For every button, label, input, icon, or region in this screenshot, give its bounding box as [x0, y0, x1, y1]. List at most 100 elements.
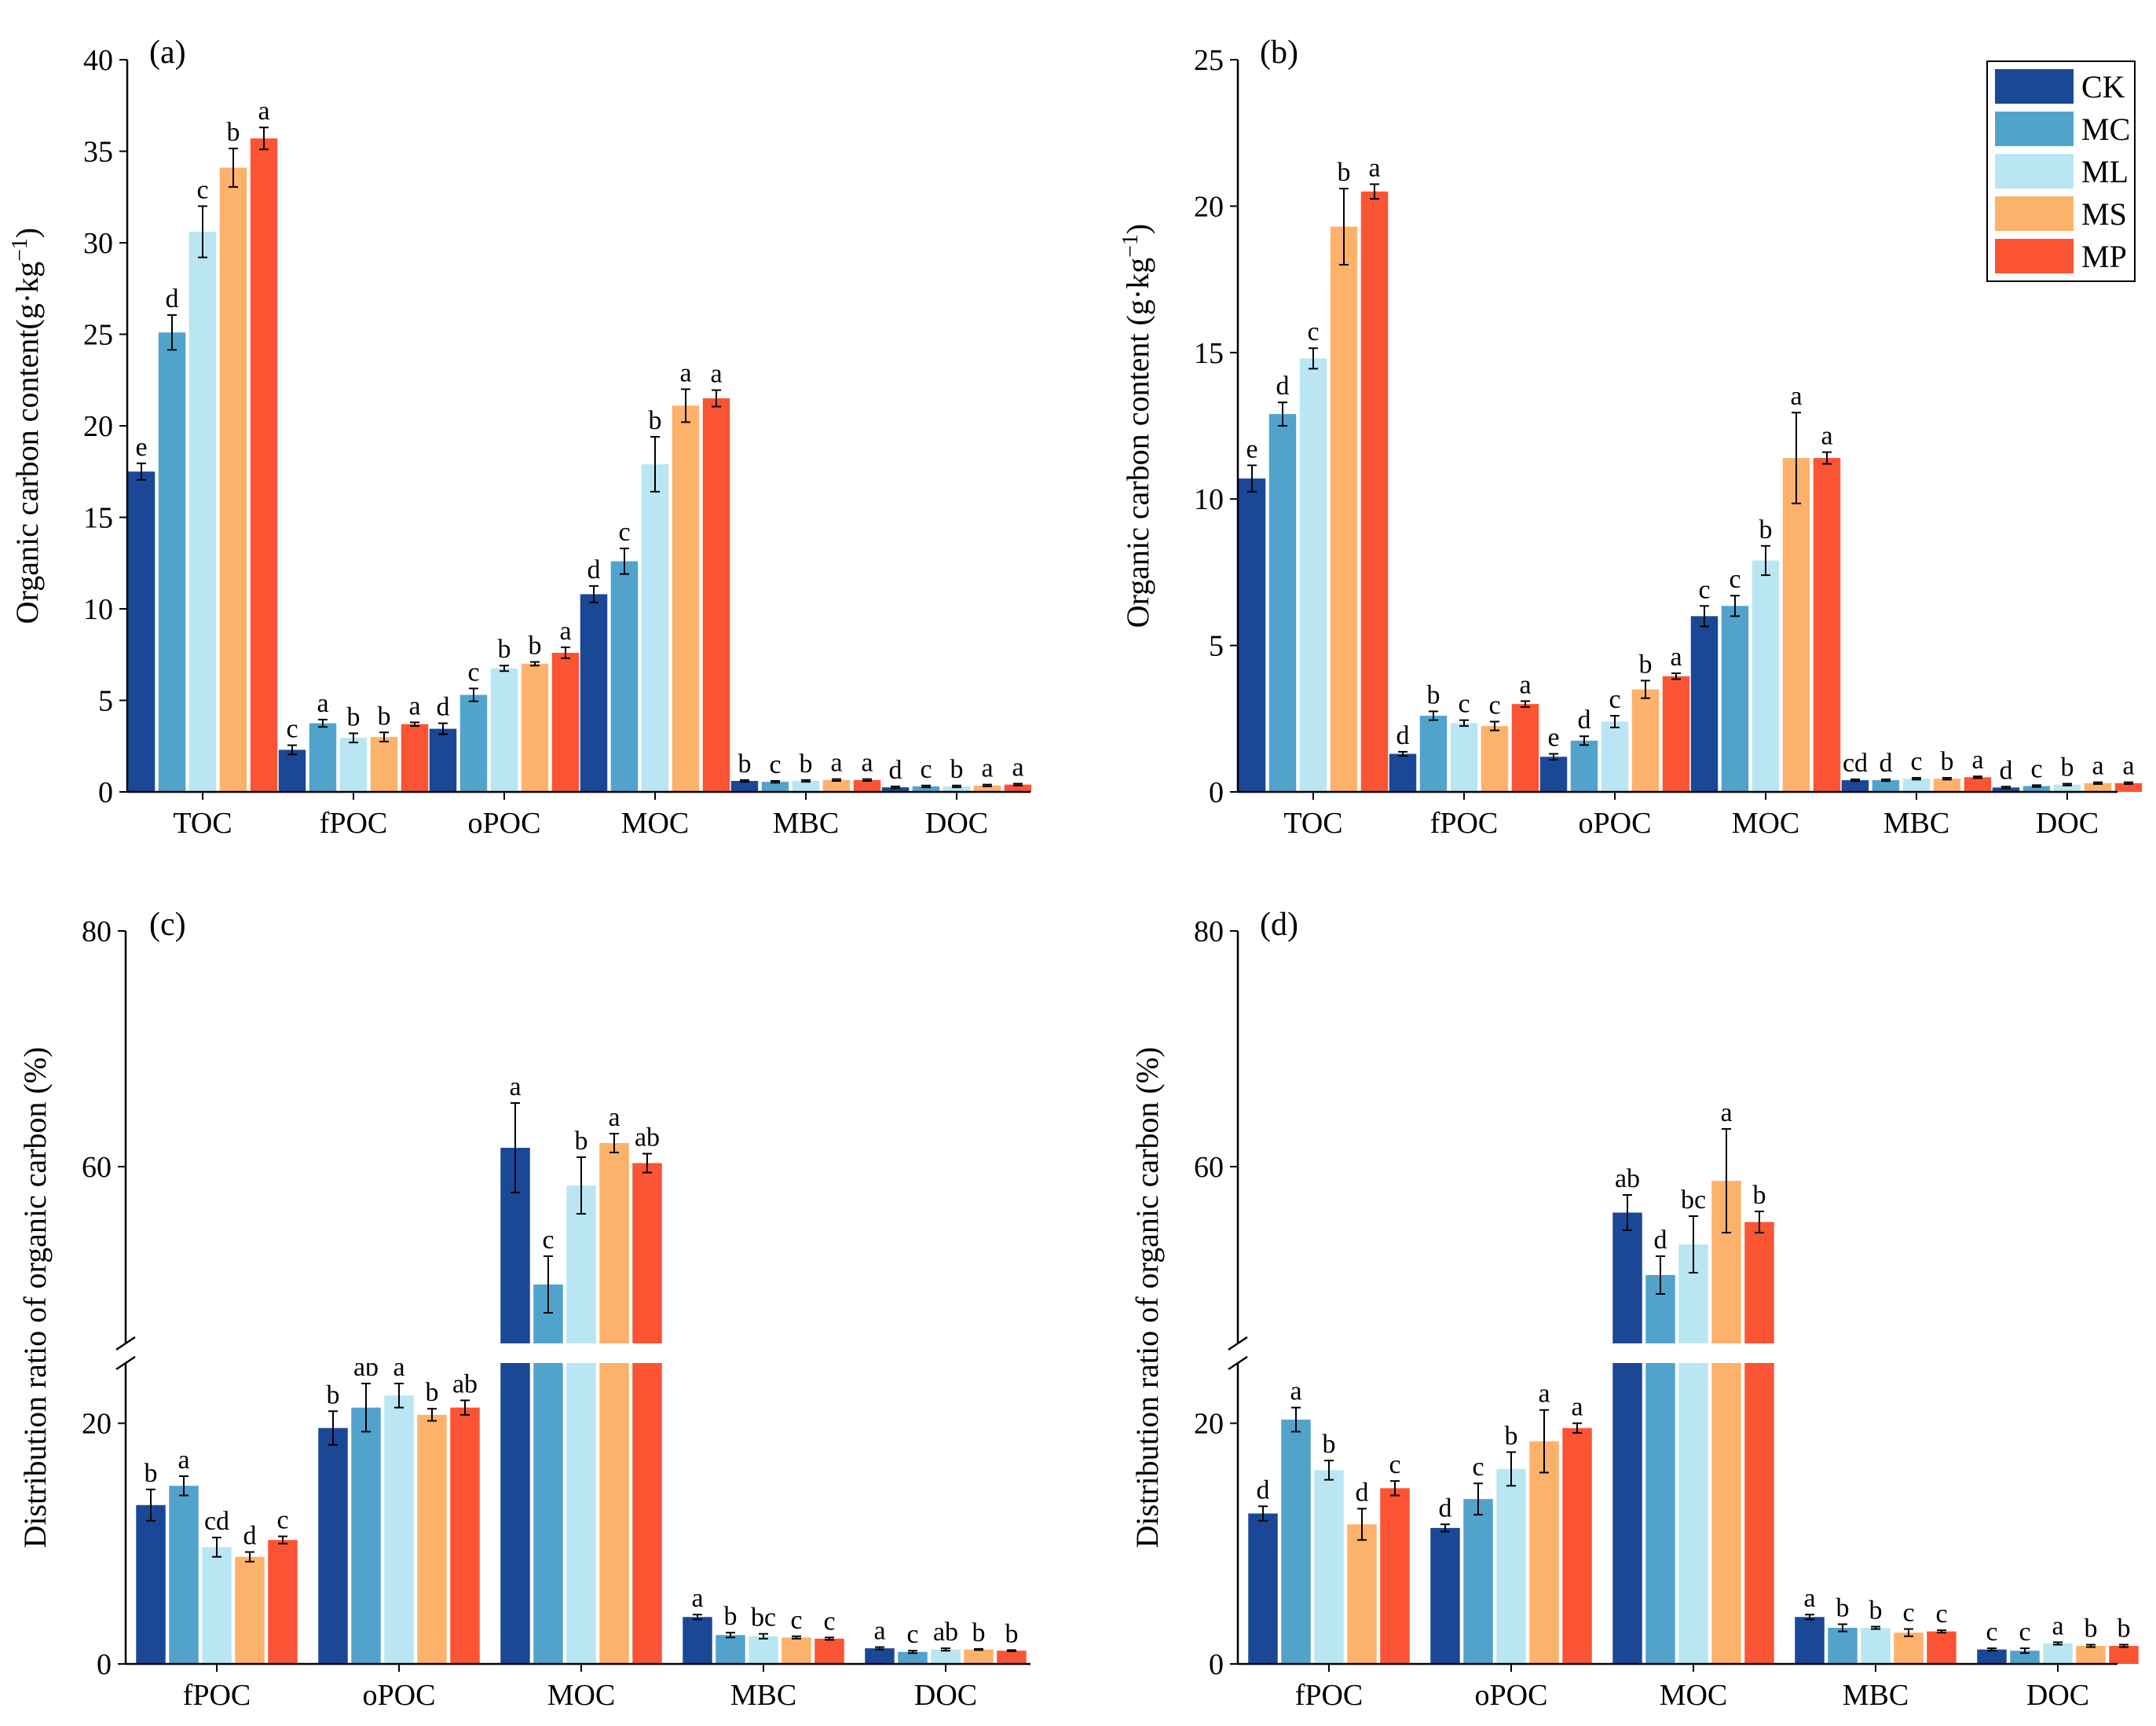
bar-fPOC-MP — [268, 1540, 298, 1664]
significance-letter-TOC-MP: a — [1368, 153, 1380, 182]
bar-oPOC-MC — [1570, 740, 1598, 792]
significance-letter-MBC-MC: d — [1880, 749, 1893, 778]
bar-DOC-MS — [2076, 1646, 2106, 1664]
significance-letter-MBC-MP: c — [823, 1607, 835, 1636]
significance-letter-MOC-MC: d — [1654, 1226, 1667, 1255]
bar-MBC-MS — [1894, 1633, 1924, 1664]
bar-DOC-MS — [964, 1649, 994, 1664]
y-axis-label-close: ) — [1120, 224, 1155, 234]
bar-TOC-MP — [250, 138, 278, 792]
significance-letter-MBC-MS: c — [790, 1606, 802, 1635]
significance-letter-oPOC-CK: d — [1439, 1493, 1452, 1523]
significance-letter-fPOC-MC: a — [1290, 1377, 1301, 1406]
significance-letter-MOC-MS: a — [608, 1103, 620, 1132]
bar-MBC-MC — [716, 1635, 745, 1664]
significance-letter-oPOC-MS: b — [529, 632, 542, 661]
significance-letter-MOC-MS: a — [679, 358, 691, 387]
significance-letter-oPOC-MC: c — [1472, 1453, 1484, 1482]
axis-break-gap — [115, 1343, 1030, 1363]
significance-letter-TOC-MS: b — [1338, 158, 1351, 187]
bar-MBC-MC — [761, 782, 789, 792]
bar-fPOC-ML — [1314, 1470, 1344, 1664]
axis-break-mark-upper — [115, 1336, 136, 1351]
bar-TOC-MC — [158, 332, 186, 792]
bar-MOC-CK — [580, 594, 608, 792]
bar-MOC-MP — [632, 1163, 662, 1664]
bar-fPOC-MP — [1380, 1488, 1410, 1664]
x-tick-label-fPOC: fPOC — [1430, 807, 1499, 840]
significance-letter-MOC-MC: c — [542, 1226, 554, 1255]
y-axis-label-main: Organic carbon content(g·kg — [9, 262, 45, 624]
significance-letter-MOC-MP: a — [1821, 422, 1832, 451]
significance-letter-fPOC-CK: c — [286, 715, 298, 744]
significance-letter-MBC-MS: a — [830, 749, 842, 778]
bar-MOC-MP — [1813, 458, 1841, 792]
significance-letter-DOC-MP: b — [2118, 1614, 2131, 1643]
y-tick-label: 0 — [97, 1648, 112, 1681]
bar-MBC-MS — [822, 779, 851, 792]
significance-letter-MOC-CK: d — [588, 555, 601, 584]
bar-DOC-CK — [1992, 787, 2020, 792]
y-axis-label-superscript: −1 — [8, 238, 32, 262]
significance-letter-DOC-MC: c — [920, 755, 932, 784]
y-tick-label: 10 — [1194, 483, 1224, 516]
y-tick-label: 25 — [83, 319, 113, 352]
bar-MBC-ML — [1902, 779, 1931, 792]
significance-letter-MOC-ML: b — [649, 406, 662, 435]
significance-letter-DOC-CK: a — [873, 1617, 885, 1646]
bar-MOC-MS — [1711, 1181, 1741, 1664]
bar-fPOC-MP — [1511, 704, 1539, 792]
significance-letter-oPOC-CK: e — [1547, 724, 1559, 753]
bar-DOC-MP — [1004, 784, 1032, 792]
bar-MBC-ML — [792, 781, 820, 792]
bar-DOC-ML — [931, 1649, 961, 1664]
legend-label-CK: CK — [2081, 69, 2125, 104]
x-tick-label-oPOC: oPOC — [1579, 807, 1652, 840]
significance-letter-TOC-MC: d — [166, 284, 179, 313]
y-tick-label: 5 — [98, 685, 113, 718]
panel-label: (b) — [1260, 35, 1298, 71]
significance-letter-fPOC-MS: b — [378, 702, 391, 731]
bar-fPOC-CK — [1248, 1513, 1278, 1664]
bar-DOC-MC — [912, 786, 940, 792]
bar-fPOC-CK — [136, 1504, 166, 1664]
bar-DOC-MC — [2010, 1651, 2040, 1664]
bar-fPOC-MS — [370, 737, 398, 792]
significance-letter-MBC-MC: b — [724, 1602, 738, 1631]
legend-swatch-MS — [1995, 196, 2074, 231]
legend-label-MC: MC — [2081, 112, 2130, 147]
significance-letter-DOC-MP: a — [2122, 752, 2134, 781]
x-tick-label-DOC: DOC — [2036, 807, 2099, 840]
significance-letter-MBC-CK: a — [691, 1584, 703, 1613]
x-tick-label-oPOC: oPOC — [1475, 1679, 1548, 1712]
significance-letter-TOC-ML: c — [196, 175, 208, 204]
bar-MOC-CK — [500, 1148, 530, 1664]
x-tick-label-DOC: DOC — [925, 807, 988, 840]
significance-letter-MBC-MC: c — [769, 750, 781, 779]
bar-fPOC-MC — [1419, 716, 1448, 792]
bar-DOC-ML — [2053, 784, 2081, 792]
x-tick-label-MBC: MBC — [1883, 807, 1949, 840]
x-tick-label-MOC: MOC — [1660, 1679, 1728, 1712]
significance-letter-fPOC-MC: a — [317, 689, 328, 718]
bar-oPOC-MC — [351, 1407, 381, 1664]
significance-letter-oPOC-ML: b — [498, 635, 511, 664]
significance-letter-oPOC-MS: b — [1639, 650, 1653, 679]
significance-letter-fPOC-MS: c — [1488, 691, 1500, 720]
bar-MOC-MC — [610, 561, 639, 792]
significance-letter-oPOC-ML: b — [1505, 1421, 1518, 1450]
significance-letter-MOC-ML: b — [575, 1127, 588, 1156]
bar-oPOC-ML — [1496, 1468, 1526, 1664]
significance-letter-oPOC-MC: d — [1578, 705, 1591, 735]
significance-letter-DOC-MP: a — [1012, 753, 1023, 782]
bar-oPOC-ML — [384, 1395, 414, 1664]
significance-letter-MBC-CK: b — [738, 749, 752, 779]
y-axis-label: Distribution ratio of organic carbon (%) — [1129, 1047, 1165, 1548]
y-axis-label-main: Distribution ratio of organic carbon (%) — [17, 1047, 53, 1548]
significance-letter-MBC-ML: b — [800, 749, 813, 779]
axis-break-gap — [1227, 1343, 2118, 1363]
significance-letter-DOC-ML: b — [2061, 753, 2074, 782]
significance-letter-MBC-MP: a — [861, 749, 873, 778]
